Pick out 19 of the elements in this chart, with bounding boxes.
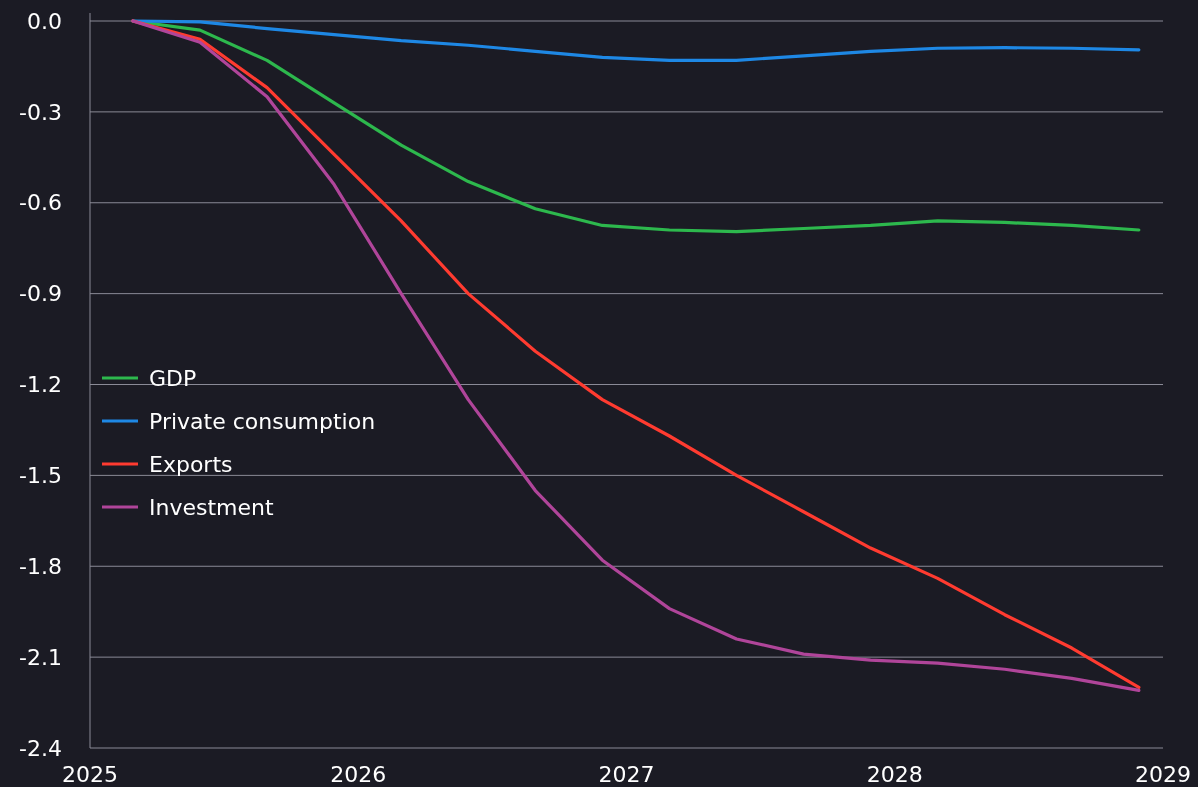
legend-label: Exports	[149, 451, 233, 477]
y-tick-label: -0.6	[19, 190, 62, 216]
y-tick-label: -2.1	[19, 644, 62, 670]
x-tick-label: 2027	[598, 762, 655, 787]
x-tick-label: 2025	[62, 762, 118, 787]
legend-label: Investment	[149, 494, 274, 520]
x-tick-label: 2029	[1135, 762, 1191, 787]
y-tick-label: -1.5	[19, 463, 62, 489]
y-tick-label: -0.9	[19, 281, 62, 307]
x-tick-label: 2028	[866, 762, 923, 787]
y-tick-label: -1.8	[19, 553, 62, 579]
line-series	[131, 19, 1141, 62]
y-tick-label: -0.3	[19, 99, 62, 125]
y-tick-label: 0.0	[27, 8, 62, 34]
y-tick-label: -2.4	[19, 735, 62, 761]
legend-label: Private consumption	[149, 408, 376, 434]
legend-label: GDP	[149, 365, 197, 391]
x-tick-label: 2026	[330, 762, 387, 787]
y-tick-label: -1.2	[19, 372, 62, 398]
